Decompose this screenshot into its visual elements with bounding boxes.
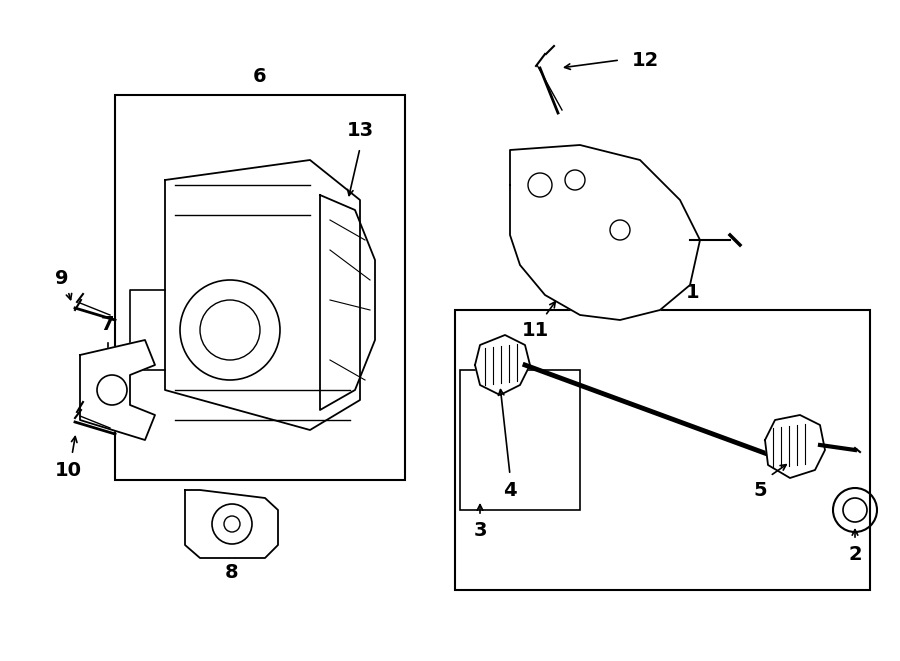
- Bar: [115, 95, 405, 480]
- Polygon shape: [510, 145, 700, 320]
- Text: 8: 8: [225, 563, 238, 582]
- Text: 2: 2: [848, 545, 862, 564]
- Text: 5: 5: [753, 481, 767, 500]
- Text: 4: 4: [503, 481, 517, 500]
- Text: 13: 13: [346, 120, 374, 139]
- Bar: [455, 310, 870, 590]
- Polygon shape: [765, 415, 825, 478]
- Text: 9: 9: [55, 268, 68, 288]
- Bar: [460, 370, 580, 510]
- Text: 6: 6: [253, 67, 266, 87]
- Text: 11: 11: [521, 321, 549, 340]
- Polygon shape: [80, 340, 155, 440]
- Text: 3: 3: [473, 520, 487, 539]
- Polygon shape: [185, 490, 278, 558]
- Text: 10: 10: [55, 461, 82, 479]
- Polygon shape: [475, 335, 530, 395]
- Text: 1: 1: [686, 282, 699, 301]
- Text: 7: 7: [101, 315, 115, 334]
- Text: 12: 12: [632, 50, 659, 69]
